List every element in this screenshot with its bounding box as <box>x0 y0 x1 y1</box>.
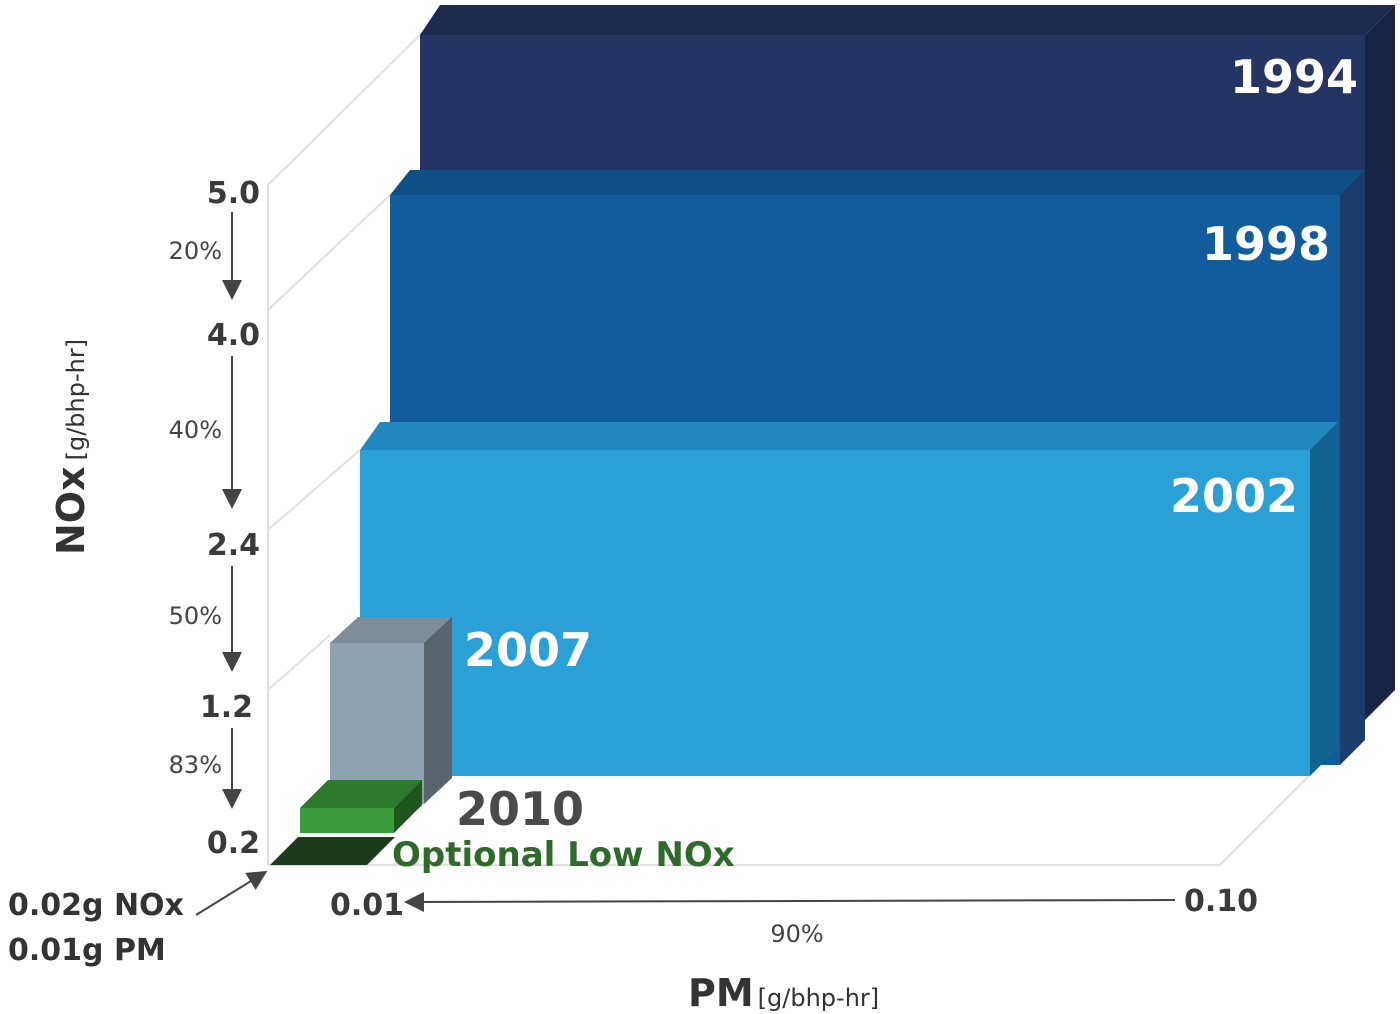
y-tick-1-2: 1.2 <box>200 690 253 725</box>
bar-2007-front <box>330 643 424 804</box>
x-tick-0-01: 0.01 <box>330 888 404 923</box>
bar-2010: 2010 <box>300 780 584 836</box>
reduction-20: 20% <box>169 237 222 265</box>
bar-2007-side <box>424 617 452 804</box>
bar-2010-label: 2010 <box>456 782 584 836</box>
bar-2010-front <box>300 808 394 833</box>
bar-2007-top <box>330 617 452 643</box>
bar-1994-side <box>1365 5 1395 720</box>
x-reduction-arrow <box>404 891 1176 912</box>
y-tick-0-2: 0.2 <box>207 826 260 861</box>
bar-2002: 2002 <box>360 422 1338 776</box>
bar-1994-label: 1994 <box>1230 50 1358 104</box>
bar-2002-top <box>360 422 1338 450</box>
x-axis-label: PM [g/bhp-hr] <box>688 971 879 1014</box>
box-frame <box>267 34 1311 866</box>
reduction-40: 40% <box>169 416 222 444</box>
y-reduction-labels: 20% 40% 50% 83% <box>169 237 222 779</box>
optional-low-nox-slab <box>270 837 395 865</box>
optional-low-nox-label: Optional Low NOx <box>392 835 735 875</box>
x-tick-0-10: 0.10 <box>1184 884 1258 919</box>
y-axis-ticks: 5.0 4.0 2.4 1.2 0.2 <box>200 176 260 861</box>
x-axis-title: PM <box>688 971 754 1014</box>
x-axis: 0.01 0.10 90% PM [g/bhp-hr] <box>330 884 1258 1014</box>
bar-1998-top <box>390 170 1365 195</box>
svg-text:NOx[g/bhp-hr]: NOx [g/bhp-hr] <box>49 339 93 555</box>
bar-1998-label: 1998 <box>1202 217 1330 271</box>
x-reduction-label: 90% <box>770 920 823 948</box>
bar-2002-side <box>1310 422 1338 776</box>
reduction-83: 83% <box>169 751 222 779</box>
bar-2007-label: 2007 <box>464 623 592 677</box>
optional-low-nox: Optional Low NOx <box>270 835 735 875</box>
y-axis-label: NOx [g/bhp-hr] <box>49 339 93 555</box>
bar-2002-front <box>360 450 1310 776</box>
y-tick-5-0: 5.0 <box>207 176 260 211</box>
origin-note: 0.02g NOx 0.01g PM <box>8 870 268 968</box>
bar-2010-side <box>394 780 422 833</box>
origin-note-arrow <box>195 870 268 916</box>
x-axis-unit: [g/bhp-hr] <box>758 984 879 1012</box>
y-axis-unit: [g/bhp-hr] <box>62 339 90 460</box>
reduction-50: 50% <box>169 602 222 630</box>
y-tick-2-4: 2.4 <box>207 528 260 563</box>
y-axis-title: NOx <box>49 466 93 555</box>
bar-1994-top <box>420 5 1395 35</box>
bar-2007: 2007 <box>330 617 592 804</box>
y-tick-4-0: 4.0 <box>207 318 260 353</box>
bar-2002-label: 2002 <box>1170 469 1298 523</box>
bar-1998-side <box>1340 170 1365 765</box>
origin-note-pm: 0.01g PM <box>8 933 166 968</box>
bar-2010-top <box>300 780 422 808</box>
origin-note-nox: 0.02g NOx <box>8 888 184 923</box>
